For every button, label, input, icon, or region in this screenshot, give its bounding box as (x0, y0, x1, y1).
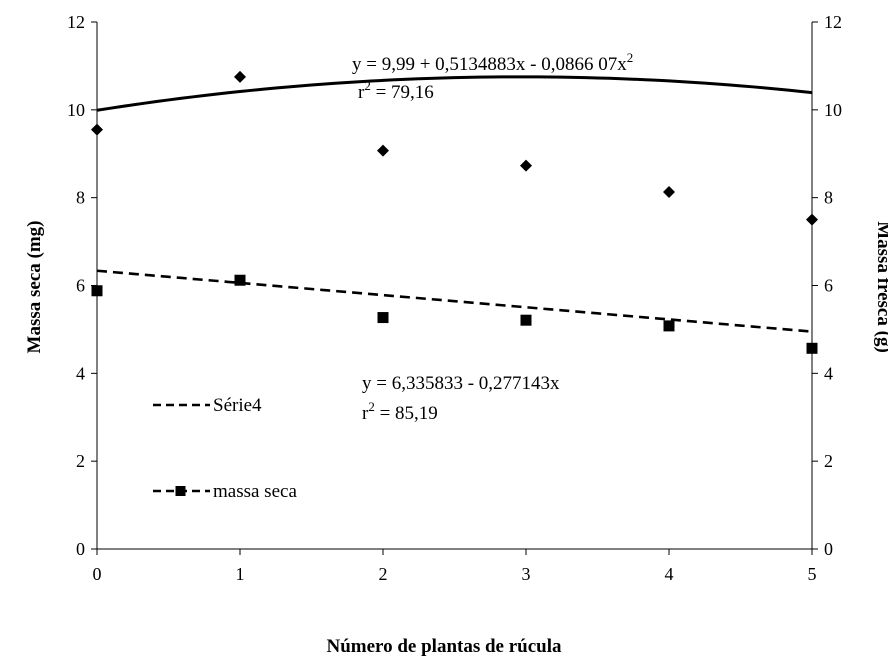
y-axis-right-title: Massa fresca (g) (873, 221, 888, 353)
y-tick-right-label: 4 (824, 363, 833, 383)
y-tick-right-label: 10 (824, 100, 842, 120)
x-tick-label: 2 (379, 564, 388, 584)
diamond-point (377, 144, 389, 157)
trend-line-diamond (96, 75, 813, 112)
equation-top-line2: r2 = 79,16 (358, 78, 434, 103)
x-tick-label: 1 (236, 564, 245, 584)
y-tick-left-label: 4 (76, 363, 85, 383)
legend-marker-square (175, 486, 186, 496)
square-point (663, 320, 675, 332)
data-points (91, 70, 818, 354)
square-point (377, 312, 389, 324)
diamond-point (520, 159, 532, 172)
legend-label-massa-seca: massa seca (213, 481, 297, 502)
y-tick-left-label: 2 (76, 451, 85, 471)
y-tick-right-label: 8 (824, 188, 833, 208)
equation-bottom-line1: y = 6,335833 - 0,277143x (362, 373, 560, 394)
x-tick-label: 5 (808, 564, 817, 584)
legend-label-serie4: Série4 (213, 395, 262, 416)
diamond-point (91, 123, 103, 136)
trend-line-square (96, 269, 813, 333)
y-tick-left-label: 8 (76, 188, 85, 208)
axes (91, 21, 818, 555)
equation-bottom-line2: r2 = 85,19 (362, 399, 438, 424)
x-tick-label: 0 (93, 564, 102, 584)
diamond-point (234, 70, 246, 83)
x-tick-label: 4 (665, 564, 674, 584)
y-tick-right-label: 6 (824, 276, 833, 296)
equation-top-line1: y = 9,99 + 0,5134883x - 0,0866 07x2 (352, 50, 633, 75)
legend: Série4 massa seca (153, 395, 297, 502)
diamond-point (806, 213, 818, 226)
square-point (806, 342, 818, 354)
y-tick-left-label: 12 (67, 12, 85, 32)
y-tick-left-label: 6 (76, 276, 85, 296)
y-tick-right-label: 0 (824, 539, 833, 559)
y-tick-left-label: 10 (67, 100, 85, 120)
y-tick-left-label: 0 (76, 539, 85, 559)
square-point (234, 274, 246, 286)
diamond-point (663, 185, 675, 198)
x-tick-label: 3 (522, 564, 531, 584)
y-tick-right-label: 12 (824, 12, 842, 32)
square-point (520, 314, 532, 326)
trend-lines (96, 75, 813, 333)
x-axis-title: Número de plantas de rúcula (326, 636, 562, 657)
square-point (91, 285, 103, 297)
y-tick-right-label: 2 (824, 451, 833, 471)
y-axis-left-title: Massa seca (mg) (24, 221, 45, 354)
